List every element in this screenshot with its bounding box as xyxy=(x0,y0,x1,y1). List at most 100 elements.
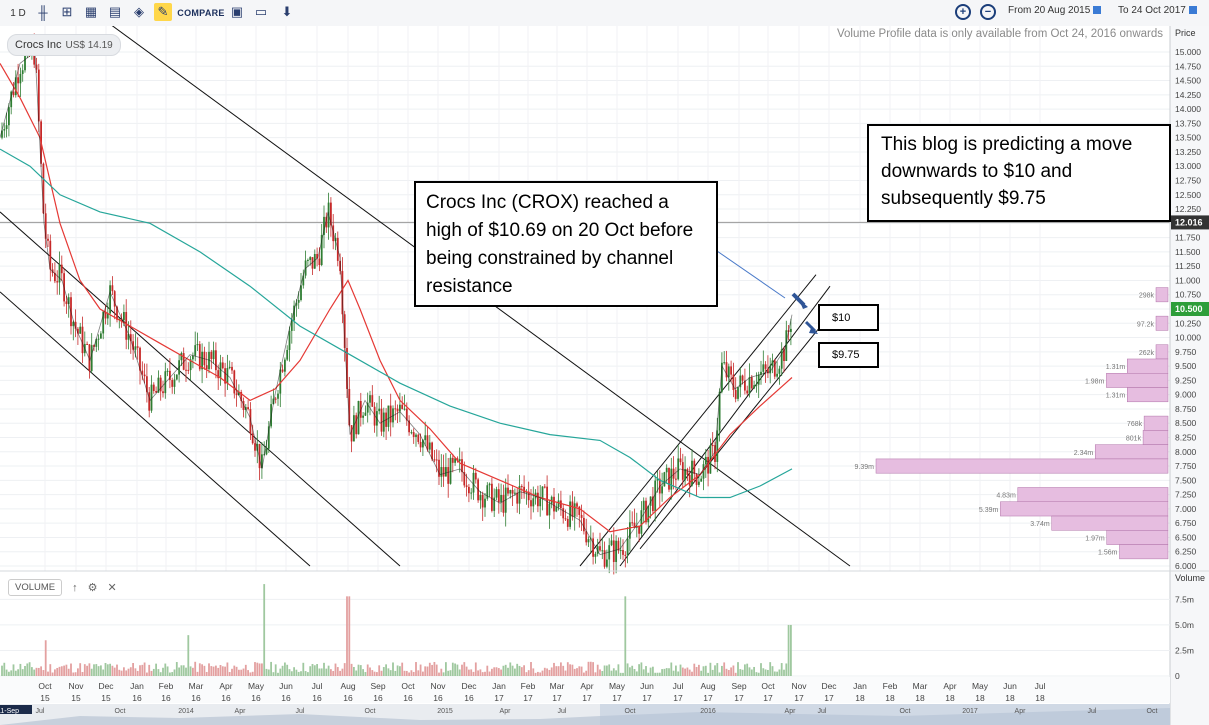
navigator-label: 2015 xyxy=(437,708,453,715)
time-label-month: Feb xyxy=(159,681,174,691)
candle-body xyxy=(194,345,197,356)
volume-bar xyxy=(723,662,726,676)
volume-bar xyxy=(449,670,452,676)
candle-body xyxy=(254,443,256,451)
pencil-icon[interactable]: ✎ xyxy=(154,3,172,21)
candle-body xyxy=(711,445,714,447)
volume-bar xyxy=(201,664,203,676)
volume-bar xyxy=(100,665,102,676)
volume-bar xyxy=(750,669,753,676)
volume-bar xyxy=(504,664,507,676)
candle-body xyxy=(431,442,433,460)
candle-body xyxy=(143,374,146,377)
candle-body xyxy=(267,426,270,449)
volume-bar xyxy=(785,663,788,676)
candle-body xyxy=(638,526,640,534)
volume-bar xyxy=(155,663,157,676)
candle-body xyxy=(753,385,755,389)
candle-body xyxy=(481,494,484,508)
price-tick-label: 8.000 xyxy=(1175,447,1197,457)
price-tick-label: 14.750 xyxy=(1175,61,1201,71)
price-chart[interactable]: 298k97.2k262k1.31m1.98m1.31m768k801k2.34… xyxy=(0,26,1209,725)
volume-bar xyxy=(633,668,636,676)
volume-bar xyxy=(741,669,744,676)
move-up-icon[interactable]: ↑ xyxy=(72,581,78,594)
candle-body xyxy=(746,390,749,394)
time-label-year: 15 xyxy=(101,693,111,703)
candle-body xyxy=(240,392,243,401)
volume-bar xyxy=(111,665,114,676)
volume-bar xyxy=(762,668,765,676)
moving-averages xyxy=(0,51,793,556)
time-label-year: 18 xyxy=(915,693,925,703)
candle-body xyxy=(516,492,519,504)
instrument-price: US$ 14.19 xyxy=(65,40,112,51)
volume-bar xyxy=(624,596,627,676)
volume-bar xyxy=(484,671,486,676)
from-date[interactable]: From 20 Aug 2015 xyxy=(1008,5,1102,16)
volume-bar xyxy=(249,672,252,676)
instrument-badge[interactable]: Crocs Inc US$ 14.19 xyxy=(7,34,121,56)
candle-body xyxy=(74,321,77,329)
save-icon[interactable]: ▣ xyxy=(230,4,244,19)
profile-bar xyxy=(1106,530,1169,545)
fill-icon[interactable]: ◈ xyxy=(134,4,144,19)
candles-icon[interactable]: ╫ xyxy=(38,4,48,20)
volume-bar xyxy=(134,668,137,676)
volume-panel-header: VOLUME ↑ ⚙ ✕ xyxy=(8,579,117,596)
candle-body xyxy=(155,390,157,393)
candle-body xyxy=(106,313,109,319)
zoom-out-icon[interactable]: − xyxy=(980,4,996,20)
gear-icon[interactable]: ⚙ xyxy=(87,582,98,594)
annotation-arrows xyxy=(716,250,818,334)
indicators-icon[interactable]: ▦ xyxy=(84,4,98,19)
candle-body xyxy=(166,370,169,372)
open-icon[interactable]: ▭ xyxy=(254,4,268,19)
candle-body xyxy=(578,506,581,515)
volume-bar xyxy=(40,666,42,676)
candle-body xyxy=(433,459,436,461)
interval-select[interactable]: 1 D xyxy=(6,3,30,23)
volume-bar xyxy=(210,666,213,676)
volume-label[interactable]: VOLUME xyxy=(8,579,63,596)
zoom-in-icon[interactable]: + xyxy=(955,4,971,20)
volume-bar xyxy=(424,666,427,676)
volume-bar xyxy=(175,662,178,676)
draw-icon[interactable]: ⊞ xyxy=(61,4,73,19)
notes-icon[interactable]: ▤ xyxy=(108,4,122,19)
profile-value: 1.98m xyxy=(1085,378,1105,385)
volume-bar xyxy=(79,663,82,676)
volume-bar xyxy=(635,671,638,676)
volume-bar xyxy=(732,665,735,676)
to-date[interactable]: To 24 Oct 2017 xyxy=(1118,5,1197,16)
close-icon[interactable]: ✕ xyxy=(107,582,117,594)
volume-bar xyxy=(274,664,277,676)
volume-bar xyxy=(95,664,98,676)
volume-bar xyxy=(560,662,562,676)
candle-body xyxy=(624,554,627,556)
volume-bar xyxy=(679,664,682,676)
volume-bar xyxy=(773,671,776,676)
volume-bar xyxy=(514,668,516,676)
candle-body xyxy=(180,353,183,361)
profile-bar xyxy=(1142,430,1169,445)
price-tick-label: 9.250 xyxy=(1175,375,1197,385)
volume-bar xyxy=(502,665,505,676)
volume-bar xyxy=(364,672,367,676)
volume-bar xyxy=(693,663,696,676)
time-label-year: 17 xyxy=(703,693,713,703)
compare-button[interactable]: COMPARE xyxy=(177,3,224,23)
candle-body xyxy=(677,458,680,480)
candle-body xyxy=(555,507,558,512)
volume-bar xyxy=(323,662,325,676)
volume-bar xyxy=(541,670,544,676)
candle-body xyxy=(224,368,226,384)
volume-bar xyxy=(116,664,118,676)
candle-body xyxy=(348,388,351,426)
volume-bar xyxy=(461,664,463,676)
download-icon[interactable]: ⬇ xyxy=(281,4,293,19)
candle-body xyxy=(633,522,636,528)
volume-bar xyxy=(330,669,332,676)
price-axis-title: Price xyxy=(1175,28,1196,38)
candle-body xyxy=(727,366,730,378)
